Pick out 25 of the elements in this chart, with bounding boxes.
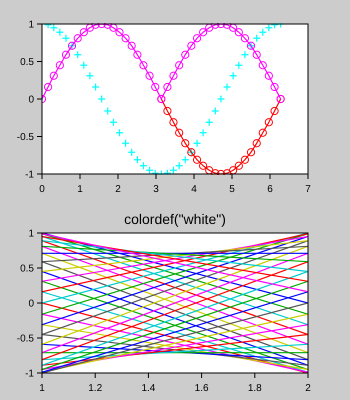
y-tick-label: 1 [28, 20, 34, 30]
x-tick-label: 1.6 [194, 383, 209, 394]
x-tick-label: 3 [153, 184, 160, 195]
y-tick-label: 0 [28, 94, 34, 106]
y-tick-label: 1 [28, 228, 34, 240]
chart-title: colordef("white") [124, 211, 226, 227]
x-tick-label: 2 [305, 383, 312, 394]
y-tick-label: 0.5 [20, 264, 34, 274]
y-tick-label: -1 [25, 368, 34, 380]
x-tick-label: 0 [39, 184, 46, 195]
x-tick-label: 1 [77, 184, 84, 195]
x-tick-label: 5 [229, 184, 236, 195]
x-tick-label: 7 [305, 184, 312, 195]
y-tick-label: 0.5 [20, 57, 34, 68]
y-tick-label: 0 [28, 298, 34, 310]
x-tick-label: 4 [191, 184, 198, 195]
x-tick-label: 1.8 [248, 383, 262, 394]
x-tick-label: 1.2 [88, 383, 103, 394]
y-tick-label: -0.5 [16, 132, 34, 143]
x-tick-label: 6 [267, 184, 274, 195]
x-tick-label: 2 [115, 184, 122, 195]
x-tick-label: 1.4 [141, 383, 156, 394]
y-tick-label: -1 [25, 170, 34, 180]
x-tick-label: 1 [39, 383, 46, 394]
y-tick-label: -0.5 [16, 334, 34, 344]
